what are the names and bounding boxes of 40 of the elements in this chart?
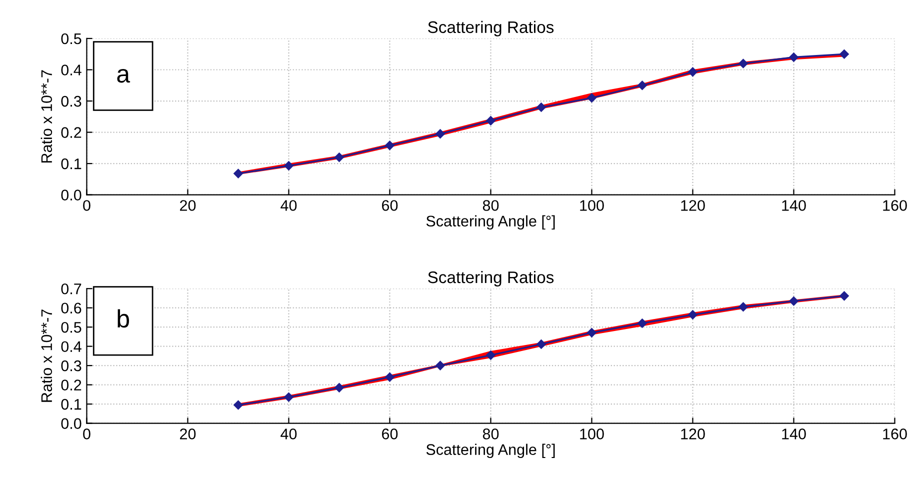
y-tick-label: 0.5	[61, 33, 82, 44]
x-tick-label: 100	[580, 428, 604, 440]
y-tick-label: 0.1	[61, 398, 82, 410]
x-tick-label: 40	[280, 200, 297, 211]
x-tick-label: 0	[83, 200, 90, 211]
x-tick-label: 120	[681, 200, 705, 211]
x-tick-label: 60	[382, 428, 398, 440]
x-tick-label: 0	[83, 428, 90, 440]
chart-title: Scattering Ratios	[428, 270, 554, 287]
x-tick-label: 80	[482, 428, 499, 440]
x-tick-label: 160	[883, 200, 907, 211]
y-tick-label: 0.4	[61, 341, 82, 352]
annotation: a	[117, 69, 130, 83]
x-tick-label: 20	[180, 200, 196, 211]
x-axis-title: Scattering Angle [°]	[426, 444, 555, 458]
y-tick-label: 0.4	[61, 64, 82, 76]
y-tick-label: 0.0	[61, 190, 82, 200]
x-axis-title: Scattering Angle [°]	[426, 215, 555, 230]
y-tick-label: 0.6	[61, 302, 82, 314]
x-tick-label: 80	[482, 200, 499, 211]
annotation: b	[118, 309, 129, 328]
y-tick-label: 0.2	[61, 127, 82, 138]
x-tick-label: 20	[180, 428, 196, 440]
x-tick-label: 60	[382, 200, 398, 211]
chart-title: Scattering Ratios	[428, 20, 554, 36]
y-axis-title: Ratio x 10**-7	[40, 310, 52, 402]
y-axis-title: Ratio x 10**-7	[40, 70, 52, 163]
x-tick-label: 140	[782, 428, 806, 440]
x-tick-label: 40	[280, 428, 297, 440]
x-tick-label: 100	[580, 200, 604, 211]
y-tick-label: 0.5	[61, 322, 82, 333]
y-tick-label: 0.0	[61, 418, 82, 429]
y-tick-label: 0.1	[61, 158, 82, 170]
x-tick-label: 120	[681, 428, 705, 440]
y-tick-label: 0.7	[61, 283, 82, 294]
y-tick-label: 0.2	[61, 380, 82, 390]
y-tick-label: 0.3	[61, 96, 82, 107]
x-tick-label: 140	[782, 200, 806, 211]
y-tick-label: 0.3	[61, 360, 82, 372]
x-tick-label: 160	[883, 428, 907, 440]
